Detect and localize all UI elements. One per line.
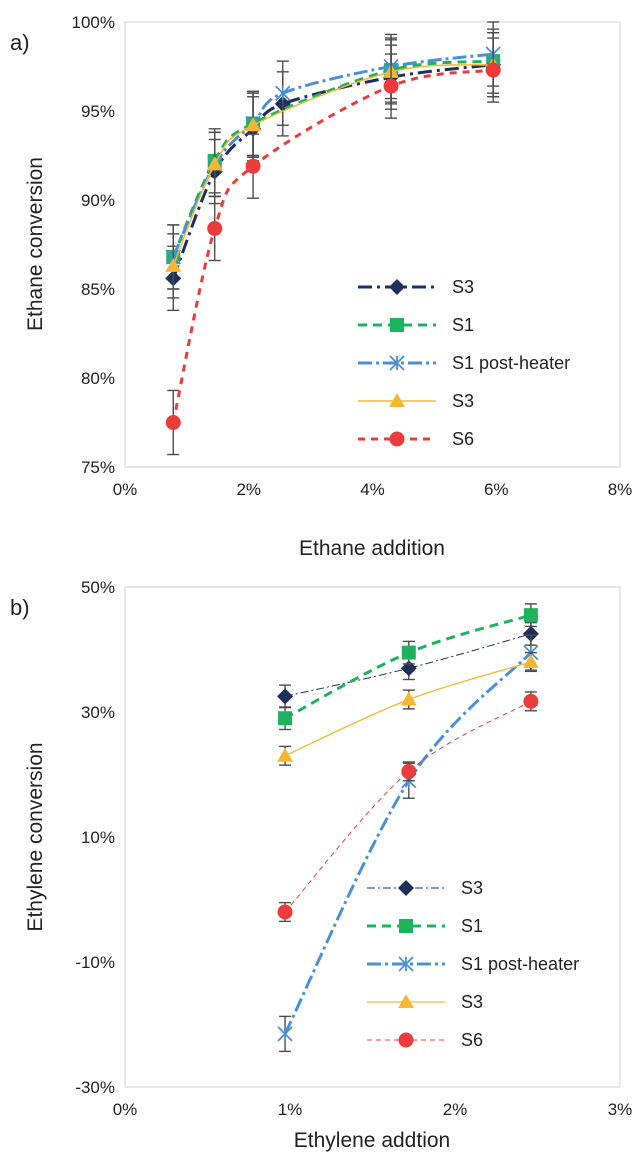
legend-marker-asterisk — [398, 956, 414, 972]
legend-label: S1 post-heater — [452, 353, 570, 373]
series-line — [171, 63, 494, 279]
data-point-circle — [277, 904, 293, 920]
series-s6-4 — [165, 37, 501, 456]
y-tick-label: 75% — [81, 458, 115, 477]
plot-area-b — [124, 586, 621, 1088]
legend-marker-circle — [398, 1032, 414, 1048]
legend-marker-triangle — [389, 393, 405, 407]
legend-item-s3: S3 — [367, 992, 483, 1012]
x-tick-label: 6% — [484, 480, 509, 499]
legend-a: S3 S1 S1 post-heater S3 S6 — [358, 277, 570, 449]
y-tick-label: 90% — [81, 191, 115, 210]
data-point-circle — [523, 693, 539, 709]
y-tick-label: 10% — [81, 828, 115, 847]
y-tick-label: 30% — [81, 703, 115, 722]
data-point-triangle — [245, 117, 262, 132]
x-axis-label-a: Ethane addition — [299, 537, 445, 560]
legend-b: S3 S1 S1 post-heater S3 S6 — [367, 878, 579, 1050]
chart-panel-a: a) 0% 2% 4% 6% 8% 75% 80% 85% 90% 95% 100% Ethane … — [10, 13, 632, 560]
data-point-circle — [165, 415, 181, 430]
data-point-square — [278, 711, 293, 726]
legend-item-s3: S3 — [358, 277, 474, 297]
legend-item-s1: S1 — [367, 916, 483, 936]
data-point-square — [523, 608, 538, 623]
legend-marker-square — [390, 318, 404, 332]
legend-label: S3 — [461, 878, 483, 898]
chart-panel-b: b) 0% 1% 2% 3% -30% -10% 10% 30% 50% Ethylene ad… — [10, 578, 632, 1152]
y-axis-label-a: Ethane conversion — [24, 157, 47, 331]
data-point-circle — [485, 62, 501, 78]
data-point-circle — [245, 158, 261, 174]
x-tick-label: 0% — [113, 1100, 138, 1119]
series-line — [172, 63, 494, 267]
series-s3-3 — [277, 651, 539, 766]
legend-item-s1-post-heater: S1 post-heater — [367, 954, 579, 974]
data-point-triangle — [522, 654, 539, 668]
x-tick-label: 2% — [443, 1100, 468, 1119]
data-point-circle — [383, 78, 399, 94]
y-tick-label: 50% — [81, 578, 115, 597]
legend-marker-triangle — [398, 994, 414, 1008]
data-point-circle — [207, 220, 223, 236]
legend-marker-circle — [389, 431, 405, 447]
panel-a-label: a) — [10, 30, 30, 55]
y-tick-label: 100% — [72, 13, 115, 32]
series-group-a — [165, 21, 502, 456]
data-point-triangle — [165, 257, 182, 272]
legend-label: S1 post-heater — [461, 954, 579, 974]
x-tick-label: 2% — [236, 480, 261, 499]
plot-area-a — [124, 21, 621, 468]
legend-item-s6: S6 — [367, 1030, 483, 1050]
y-tick-label: 80% — [81, 369, 115, 388]
data-point-asterisk — [277, 1026, 293, 1042]
legend-marker-square — [399, 919, 413, 933]
legend-item-s3: S3 — [367, 878, 483, 898]
legend-label: S3 — [461, 992, 483, 1012]
axis-ticks-a: 0% 2% 4% 6% 8% 75% 80% 85% 90% 95% 100% — [72, 13, 633, 499]
x-tick-label: 0% — [113, 480, 138, 499]
x-tick-label: 8% — [608, 480, 633, 499]
x-axis-label-b: Ethylene addtion — [294, 1129, 450, 1152]
panel-b-label: b) — [10, 595, 30, 620]
legend-marker-asterisk — [389, 355, 405, 371]
data-point-circle — [401, 763, 417, 779]
data-point-diamond — [522, 625, 539, 642]
data-point-triangle — [400, 691, 417, 706]
legend-label: S6 — [452, 429, 474, 449]
legend-label: S3 — [452, 391, 474, 411]
series-line — [284, 700, 532, 913]
legend-item-s1-post-heater: S1 post-heater — [358, 353, 570, 373]
legend-label: S6 — [461, 1030, 483, 1050]
series-line — [171, 59, 494, 258]
axis-ticks-b: 0% 1% 2% 3% -30% -10% 10% 30% 50% — [75, 578, 632, 1119]
series-s1-1 — [278, 603, 538, 731]
data-point-square — [401, 645, 416, 660]
y-tick-label: -30% — [75, 1078, 115, 1097]
series-s6-4 — [277, 691, 539, 923]
legend-marker-diamond — [389, 279, 405, 295]
series-group-b — [277, 603, 539, 1053]
data-point-triangle — [206, 156, 223, 171]
series-line — [171, 68, 494, 423]
legend-item-s6: S6 — [358, 429, 474, 449]
legend-item-s3: S3 — [358, 391, 474, 411]
legend-label: S3 — [452, 277, 474, 297]
x-tick-label: 3% — [608, 1100, 633, 1119]
data-point-triangle — [277, 747, 294, 762]
data-point-asterisk — [275, 85, 291, 101]
x-tick-label: 4% — [360, 480, 385, 499]
x-tick-label: 1% — [278, 1100, 303, 1119]
y-tick-label: -10% — [75, 953, 115, 972]
y-tick-label: 85% — [81, 280, 115, 299]
legend-label: S1 — [452, 315, 474, 335]
y-axis-label-b: Ethylene conversion — [24, 742, 47, 931]
data-point-diamond — [277, 688, 294, 705]
legend-marker-diamond — [398, 880, 414, 896]
y-tick-label: 95% — [81, 102, 115, 121]
series-line — [283, 651, 532, 1035]
legend-label: S1 — [461, 916, 483, 936]
legend-item-s1: S1 — [358, 315, 474, 335]
